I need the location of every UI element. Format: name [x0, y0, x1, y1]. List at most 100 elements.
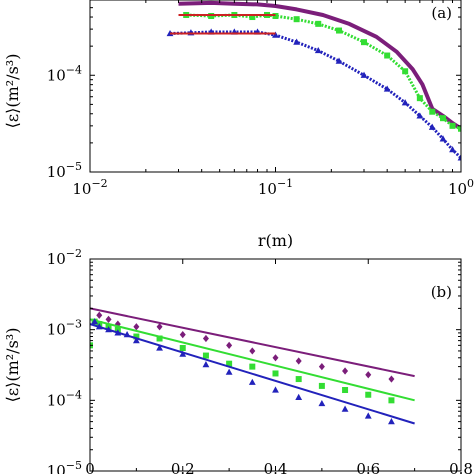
data-point: [384, 52, 391, 59]
data-point: [439, 135, 447, 142]
plot-area: [166, 0, 461, 161]
data-point: [401, 99, 409, 106]
data-point: [440, 115, 447, 122]
data-point: [114, 320, 121, 328]
y-tick-label: 10−2: [47, 247, 82, 268]
data-point: [335, 57, 343, 64]
panel-label: (b): [431, 283, 452, 301]
data-point: [156, 323, 163, 331]
data-point: [365, 391, 372, 398]
series-0: [178, 0, 461, 131]
data-point: [342, 367, 349, 375]
data-point: [225, 368, 233, 375]
x-tick-label: 10−2: [72, 177, 107, 198]
panel-a: 10−2 10−1 100 10−5 10−4 (a) ⟨ε⟩(m²/s³) r(m): [3, 0, 474, 250]
data-point: [388, 418, 395, 425]
data-point: [202, 361, 210, 368]
data-point: [96, 311, 103, 319]
y-axis-label: ⟨ε⟩(m²/s³): [3, 54, 22, 129]
y-axis-label: ⟨ε⟩(m²/s³): [3, 328, 22, 403]
axes-frame: [89, 0, 462, 173]
data-point: [105, 315, 112, 323]
data-point: [361, 39, 368, 46]
data-point: [226, 360, 233, 367]
x-tick-label: 10−1: [258, 177, 293, 198]
data-point: [226, 341, 233, 349]
plot-area: [90, 307, 415, 425]
data-point: [428, 123, 436, 130]
y-tick-label: 10−4: [47, 63, 82, 84]
data-point: [458, 125, 461, 132]
data-point: [202, 352, 209, 359]
fit-line: [90, 318, 415, 402]
data-point: [449, 122, 456, 129]
series-1: [183, 11, 461, 132]
fit-line: [90, 323, 415, 425]
data-point: [91, 318, 99, 325]
data-point: [318, 382, 325, 389]
data-point: [293, 38, 301, 45]
data-point: [179, 331, 186, 339]
fit-line: [90, 307, 415, 378]
series-2: [166, 28, 461, 161]
data-point: [249, 14, 256, 21]
data-point: [249, 363, 256, 370]
series-line: [169, 30, 461, 159]
data-point: [341, 405, 349, 412]
series-line: [178, 0, 461, 131]
data-point: [156, 335, 163, 342]
data-point: [179, 345, 186, 352]
data-point: [248, 378, 256, 385]
data-point: [272, 370, 279, 377]
data-point: [315, 20, 322, 27]
data-point: [272, 354, 279, 362]
series-2: [90, 318, 415, 425]
data-point: [295, 357, 302, 365]
data-point: [295, 376, 302, 383]
data-point: [249, 347, 256, 355]
data-point: [416, 112, 424, 119]
x-tick-label: 0: [85, 460, 95, 474]
y-tick-label: 10−4: [47, 388, 82, 409]
x-axis-label: r(m): [258, 231, 293, 250]
data-point: [336, 27, 343, 34]
data-point: [208, 12, 215, 19]
data-point: [388, 375, 395, 383]
data-point: [449, 146, 456, 153]
x-tick-label: 0.6: [356, 460, 380, 474]
panel-label: (a): [431, 4, 452, 22]
data-point: [156, 344, 163, 351]
data-point: [364, 412, 372, 419]
data-point: [342, 387, 349, 394]
x-tick-label: 0.8: [449, 460, 473, 474]
data-point: [365, 371, 372, 379]
series-0: [90, 307, 415, 383]
data-point: [202, 334, 209, 343]
data-point: [272, 12, 279, 19]
data-point: [429, 108, 436, 115]
x-tick-label: 0.4: [264, 460, 288, 474]
y-tick-label: 10−5: [47, 160, 82, 181]
data-point: [318, 399, 326, 407]
data-point: [133, 333, 140, 340]
data-point: [318, 363, 325, 371]
data-point: [132, 337, 140, 344]
x-tick-label: 100: [448, 177, 474, 198]
y-tick-label: 10−3: [47, 318, 82, 339]
series-1: [90, 318, 415, 404]
data-point: [272, 386, 279, 393]
y-tick-label: 10−5: [47, 459, 82, 474]
data-point: [314, 46, 322, 54]
data-point: [293, 16, 300, 23]
data-point: [179, 350, 187, 357]
data-point: [388, 397, 395, 404]
data-point: [457, 154, 461, 161]
data-point: [416, 95, 423, 102]
data-point: [402, 68, 409, 75]
data-point: [383, 85, 391, 92]
panel-b: 0 0.2 0.4 0.6 0.8 10−5 10−4 10−3 10−2 (b) ⟨ε⟩(m²/s…: [3, 247, 473, 474]
data-point: [360, 71, 368, 78]
data-point: [133, 323, 140, 331]
data-point: [295, 393, 303, 401]
